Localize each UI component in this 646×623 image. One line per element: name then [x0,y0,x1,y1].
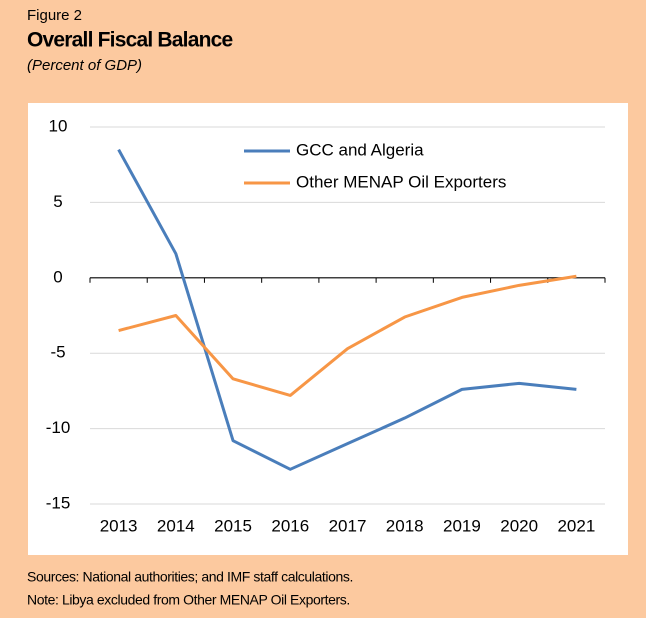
y-tick-label: -10 [46,418,71,437]
x-tick-label: 2016 [271,516,309,535]
x-tick-label: 2021 [557,516,595,535]
series-line [117,148,577,471]
legend-label: GCC and Algeria [296,140,424,159]
figure-label: Figure 2 [27,7,82,24]
y-tick-label: 0 [53,267,62,286]
plot-panel [28,103,628,555]
y-tick-label: 5 [53,192,62,211]
chart-subtitle: (Percent of GDP) [27,57,142,74]
x-tick-label: 2019 [443,516,481,535]
note: Note: Libya excluded from Other MENAP Oi… [27,592,350,608]
legend-label: Other MENAP Oil Exporters [296,172,506,191]
chart-title: Overall Fiscal Balance [27,29,232,52]
y-tick-label: -15 [46,493,71,512]
y-tick-label: 10 [49,116,68,135]
series-line [118,274,577,397]
sources: Sources: National authorities; and IMF s… [27,569,353,585]
x-tick-label: 2020 [500,516,538,535]
y-tick-label: -5 [50,343,65,362]
x-tick-label: 2013 [100,516,138,535]
x-tick-label: 2014 [157,516,195,535]
x-tick-label: 2017 [329,516,367,535]
x-tick-label: 2015 [214,516,252,535]
x-tick-label: 2018 [386,516,424,535]
